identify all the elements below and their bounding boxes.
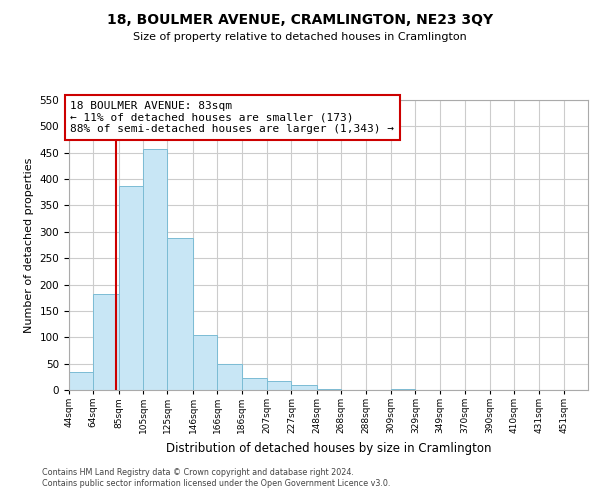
Bar (267, 380, 292, 390)
Bar (143, 149, 167, 390)
Bar (69, 372, 94, 390)
Text: 18 BOULMER AVENUE: 83sqm
← 11% of detached houses are smaller (173)
88% of semi-: 18 BOULMER AVENUE: 83sqm ← 11% of detach… (70, 101, 394, 134)
Y-axis label: Number of detached properties: Number of detached properties (24, 158, 34, 332)
Text: 18, BOULMER AVENUE, CRAMLINGTON, NE23 3QY: 18, BOULMER AVENUE, CRAMLINGTON, NE23 3Q… (107, 12, 493, 26)
Bar (193, 334, 217, 390)
Bar (242, 378, 267, 390)
Bar (292, 384, 317, 390)
Bar (94, 294, 119, 390)
Text: Size of property relative to detached houses in Cramlington: Size of property relative to detached ho… (133, 32, 467, 42)
X-axis label: Distribution of detached houses by size in Cramlington: Distribution of detached houses by size … (166, 442, 491, 454)
Bar (167, 238, 193, 390)
Text: Contains HM Land Registry data © Crown copyright and database right 2024.
Contai: Contains HM Land Registry data © Crown c… (42, 468, 391, 487)
Bar (119, 186, 143, 390)
Bar (217, 364, 242, 390)
Bar (317, 389, 341, 390)
